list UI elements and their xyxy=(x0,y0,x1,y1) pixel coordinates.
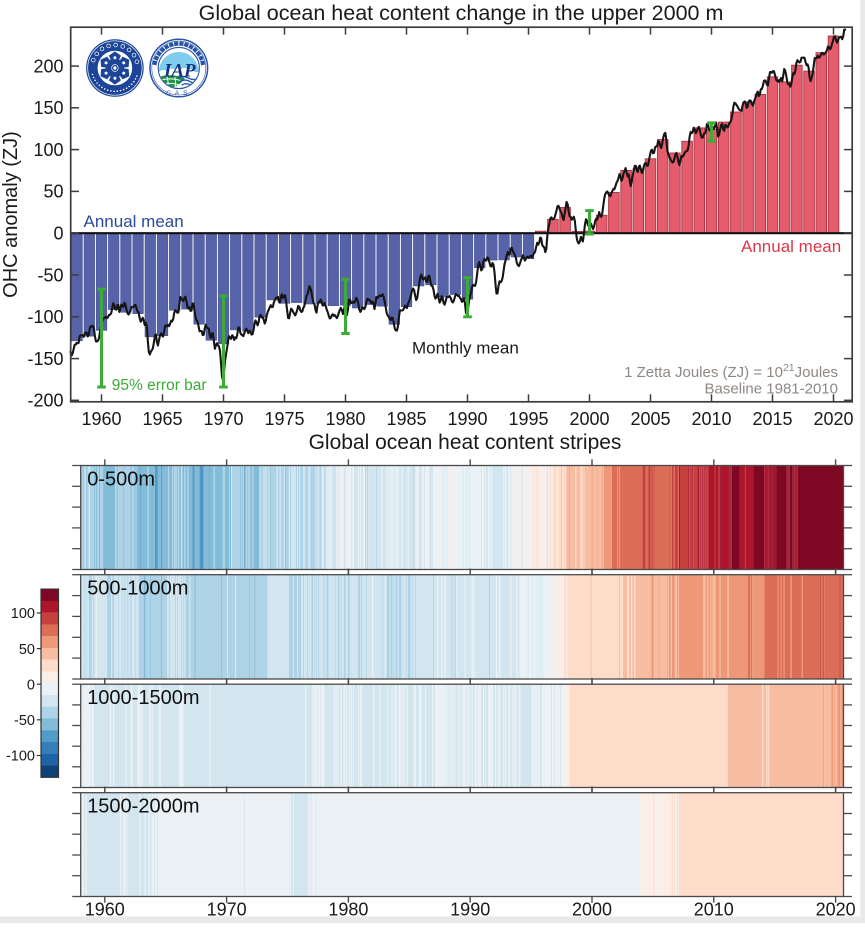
svg-text:150: 150 xyxy=(33,98,63,118)
svg-text:-50: -50 xyxy=(37,265,63,285)
svg-text:2020: 2020 xyxy=(816,900,856,920)
svg-text:1990: 1990 xyxy=(450,900,490,920)
svg-text:2020: 2020 xyxy=(813,409,853,429)
svg-text:2010: 2010 xyxy=(694,900,734,920)
svg-text:1960: 1960 xyxy=(81,409,121,429)
svg-text:50: 50 xyxy=(19,642,35,658)
svg-text:1980: 1980 xyxy=(328,900,368,920)
svg-text:0-500m: 0-500m xyxy=(87,468,155,490)
svg-text:Global ocean heat content stri: Global ocean heat content stripes xyxy=(309,431,622,454)
svg-text:1975: 1975 xyxy=(264,409,304,429)
svg-text:CAS: CAS xyxy=(166,90,191,97)
svg-text:2000: 2000 xyxy=(572,900,612,920)
svg-text:50: 50 xyxy=(43,182,63,202)
svg-text:Monthly mean: Monthly mean xyxy=(412,339,519,358)
svg-text:-200: -200 xyxy=(27,391,63,411)
svg-text:500-1000m: 500-1000m xyxy=(87,578,188,600)
svg-text:2010: 2010 xyxy=(691,409,731,429)
svg-text:-100: -100 xyxy=(6,749,35,765)
svg-text:95% error bar: 95% error bar xyxy=(112,377,207,394)
svg-text:2015: 2015 xyxy=(752,409,792,429)
svg-text:IAP: IAP xyxy=(163,61,196,82)
svg-text:1985: 1985 xyxy=(386,409,426,429)
svg-text:Baseline 1981-2010: Baseline 1981-2010 xyxy=(705,380,838,397)
svg-text:1995: 1995 xyxy=(508,409,548,429)
svg-text:1 Zetta Joules (ZJ) = 1021Joul: 1 Zetta Joules (ZJ) = 1021Joules xyxy=(624,362,838,381)
svg-text:1970: 1970 xyxy=(203,409,243,429)
svg-text:1500-2000m: 1500-2000m xyxy=(87,796,199,818)
svg-text:1980: 1980 xyxy=(325,409,365,429)
svg-text:1960: 1960 xyxy=(85,900,125,920)
svg-text:Global ocean heat content chan: Global ocean heat content change in the … xyxy=(199,1,724,25)
svg-text:100: 100 xyxy=(11,606,35,622)
svg-text:1970: 1970 xyxy=(207,900,247,920)
svg-text:OHC anomaly (ZJ): OHC anomaly (ZJ) xyxy=(0,131,22,298)
svg-text:Annual mean: Annual mean xyxy=(84,212,184,231)
svg-text:2000: 2000 xyxy=(569,409,609,429)
svg-text:1965: 1965 xyxy=(142,409,182,429)
svg-text:Annual mean: Annual mean xyxy=(741,237,841,256)
svg-text:0: 0 xyxy=(53,224,63,244)
svg-text:-50: -50 xyxy=(14,713,35,729)
svg-text:200: 200 xyxy=(33,56,63,76)
svg-text:-150: -150 xyxy=(27,349,63,369)
svg-text:1000-1500m: 1000-1500m xyxy=(87,687,199,709)
svg-text:-100: -100 xyxy=(27,307,63,327)
svg-text:1990: 1990 xyxy=(447,409,487,429)
svg-text:100: 100 xyxy=(33,140,63,160)
svg-text:2005: 2005 xyxy=(630,409,670,429)
svg-text:0: 0 xyxy=(27,677,35,693)
